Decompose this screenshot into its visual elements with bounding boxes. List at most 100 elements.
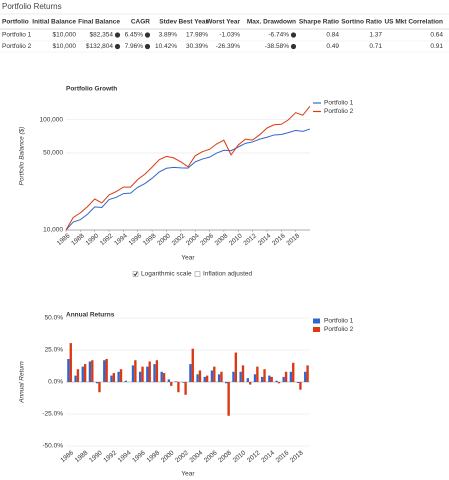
- bar: [155, 360, 159, 382]
- checkbox[interactable]: [132, 271, 139, 277]
- legend-swatch: [313, 327, 320, 332]
- x-tick-label: 2012: [242, 232, 258, 247]
- column-header: Sharpe Ratio: [299, 19, 339, 26]
- table-cell: 6.45%: [125, 32, 144, 39]
- bar: [67, 358, 70, 382]
- bar: [275, 380, 278, 382]
- x-tick-label: 1990: [88, 449, 104, 464]
- table-cell: Portfolio 2: [2, 43, 32, 50]
- x-tick-label: 1988: [70, 232, 86, 247]
- bar: [196, 374, 199, 382]
- y-axis-label: Annual Return: [19, 361, 26, 404]
- info-icon: [290, 43, 297, 50]
- x-tick-label: 2002: [171, 232, 187, 247]
- x-tick-label: 2012: [246, 449, 262, 464]
- bar: [117, 371, 120, 382]
- bar: [162, 373, 166, 382]
- y-tick-label: -25.0%: [42, 411, 63, 418]
- bar: [270, 376, 273, 382]
- table-cell: $82,354: [90, 32, 114, 39]
- column-header: CAGR: [131, 19, 150, 26]
- column-header: Stdev: [159, 19, 177, 26]
- legend-label: Portfolio 1: [324, 100, 354, 107]
- column-header: Worst Year: [206, 19, 240, 26]
- bar: [225, 382, 228, 384]
- bar: [81, 366, 84, 382]
- y-tick-label: 100,000: [40, 116, 64, 123]
- x-tick-label: 2010: [228, 232, 244, 247]
- x-axis-label: Year: [181, 255, 195, 262]
- bar: [246, 378, 249, 382]
- table-cell: -6.74%: [268, 32, 289, 39]
- legend-label: Portfolio 2: [324, 108, 354, 115]
- bar: [299, 382, 302, 390]
- x-tick-label: 2010: [232, 449, 248, 464]
- bar: [69, 343, 72, 382]
- bar: [289, 371, 293, 382]
- x-tick-label: 2018: [289, 449, 305, 464]
- y-tick-label: 0.0%: [48, 379, 63, 386]
- bar: [105, 358, 108, 382]
- y-tick-label: 25.0%: [45, 347, 64, 354]
- bar: [282, 376, 285, 382]
- bar: [227, 382, 230, 416]
- info-icon: [290, 32, 297, 38]
- x-tick-label: 2006: [199, 232, 215, 247]
- bar: [234, 352, 238, 382]
- bar: [110, 375, 113, 382]
- chart-title: Annual Returns: [66, 312, 115, 319]
- table-cell: 0.84: [326, 32, 339, 39]
- table-cell: 0.71: [369, 43, 382, 50]
- series-line: [65, 105, 311, 231]
- bar: [103, 360, 106, 382]
- bar: [170, 382, 173, 386]
- legend-swatch: [313, 318, 320, 324]
- x-tick-label: 2014: [257, 232, 273, 247]
- info-icon: [114, 43, 121, 50]
- bar: [177, 382, 180, 393]
- table-cell: -38.58%: [265, 43, 289, 50]
- x-tick-label: 2004: [189, 449, 205, 464]
- checkbox[interactable]: [194, 271, 201, 277]
- bar: [306, 365, 309, 382]
- series-line: [65, 128, 311, 231]
- column-header: Initial Balance: [32, 19, 76, 26]
- bar: [124, 380, 127, 382]
- y-tick-label: 50,000: [43, 150, 63, 157]
- bar: [203, 376, 206, 382]
- x-tick-label: 1992: [102, 449, 118, 464]
- bar: [167, 379, 171, 382]
- bar: [148, 361, 151, 382]
- table-cell: 0.64: [430, 32, 443, 39]
- bar: [210, 370, 214, 382]
- x-axis-label: Year: [181, 471, 195, 478]
- bar: [83, 364, 87, 382]
- bar: [182, 382, 185, 383]
- bar: [153, 364, 156, 382]
- x-tick-label: 1994: [117, 449, 133, 464]
- bar: [112, 373, 116, 382]
- x-tick-label: 1994: [113, 232, 129, 247]
- x-tick-label: 2014: [260, 449, 276, 464]
- column-header: Max. Drawdown: [247, 19, 296, 26]
- bar: [253, 374, 257, 382]
- bar: [160, 371, 163, 382]
- bar: [119, 369, 123, 382]
- bar: [189, 364, 192, 382]
- info-icon: [144, 32, 151, 38]
- bar: [256, 366, 259, 382]
- bar: [213, 366, 216, 382]
- checkmark: [133, 271, 138, 277]
- bar: [198, 370, 202, 382]
- bar: [134, 360, 137, 382]
- table-cell: 17.98%: [186, 32, 208, 39]
- table-cell: Portfolio 1: [2, 32, 32, 39]
- bar: [296, 382, 300, 384]
- x-tick-label: 1998: [142, 232, 158, 247]
- legend-label: Portfolio 2: [324, 326, 354, 333]
- table-cell: 10.42%: [155, 43, 177, 50]
- bar: [304, 371, 307, 382]
- checkbox-label: Inflation adjusted: [203, 271, 253, 278]
- bar: [76, 369, 80, 382]
